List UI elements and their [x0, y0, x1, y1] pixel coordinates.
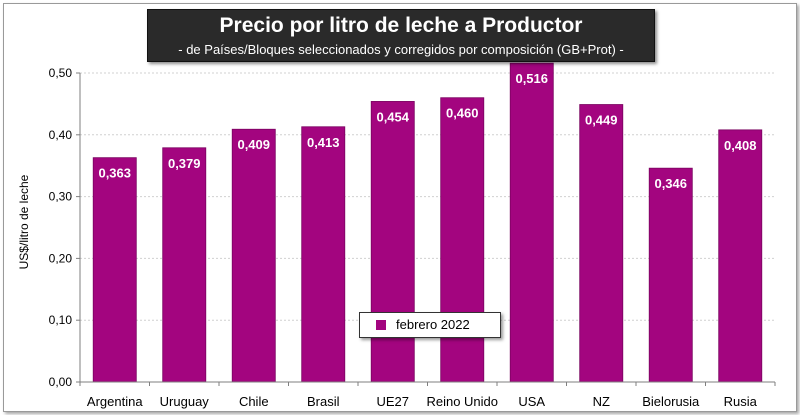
bar [648, 167, 693, 383]
y-tick-label: 0,40 [49, 128, 73, 142]
bar [231, 128, 276, 383]
x-tick-label: Argentina [87, 394, 143, 409]
data-label: 0,460 [446, 106, 479, 121]
legend: febrero 2022 [359, 312, 501, 338]
x-tick-label: Brasil [307, 394, 340, 409]
x-tick-label: Chile [239, 394, 269, 409]
data-label: 0,379 [168, 156, 201, 171]
data-label: 0,454 [376, 109, 409, 124]
x-tick-label: Rusia [724, 394, 758, 409]
x-axis-ticks: Argentina Uruguay Chile Brasil UE27 Reino Uni… [79, 382, 776, 409]
y-tick-label: 0,50 [49, 66, 73, 80]
bar [440, 97, 485, 383]
title-box: Precio por litro de leche a Productor - … [147, 9, 655, 62]
legend-swatch [376, 320, 386, 330]
data-labels: 0,363 0,379 0,409 0,413 0,454 0,460 0,516 0,449… [98, 71, 756, 191]
x-tick-label: UE27 [376, 394, 409, 409]
data-label: 0,449 [585, 113, 618, 128]
bar [92, 157, 137, 383]
bar [718, 129, 763, 383]
chart-subtitle: - de Países/Bloques seleccionados y corr… [178, 42, 624, 57]
data-label: 0,409 [237, 137, 270, 152]
chart-title: Precio por litro de leche a Productor [219, 14, 583, 37]
data-label: 0,346 [654, 176, 687, 191]
data-label: 0,516 [515, 71, 548, 86]
bar [301, 126, 346, 383]
y-tick-label: 0,20 [49, 251, 73, 265]
y-tick-label: 0,00 [49, 375, 73, 389]
y-tick-label: 0,10 [49, 313, 73, 327]
data-label: 0,363 [98, 166, 131, 181]
legend-label: febrero 2022 [396, 317, 470, 332]
data-label: 0,413 [307, 135, 340, 150]
y-tick-label: 0,30 [49, 190, 73, 204]
bars [92, 62, 763, 383]
bar [162, 147, 207, 383]
x-tick-label: Bielorusia [642, 394, 700, 409]
bar [509, 62, 554, 383]
y-axis-ticks: 0,00 0,10 0,20 0,30 0,40 0,50 [49, 66, 81, 389]
x-tick-label: USA [518, 394, 545, 409]
x-tick-label: Uruguay [160, 394, 210, 409]
x-tick-label: Reino Unido [426, 394, 498, 409]
y-axis-label: US$/litro de leche [17, 174, 31, 269]
x-tick-label: NZ [593, 394, 610, 409]
bar [579, 104, 624, 383]
data-label: 0,408 [724, 138, 757, 153]
bar [370, 101, 415, 383]
